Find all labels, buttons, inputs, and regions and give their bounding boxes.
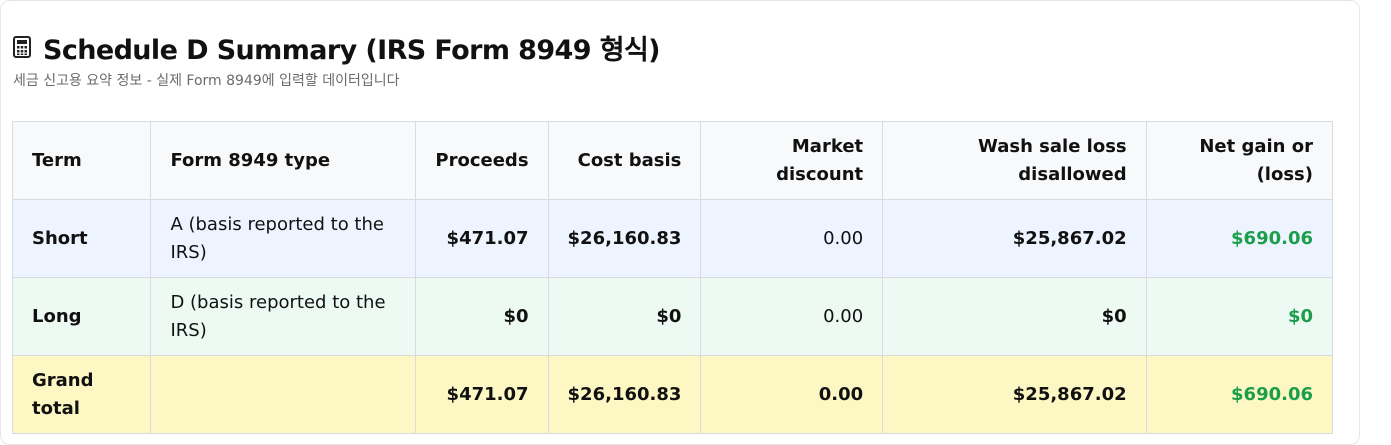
column-header-market-discount: Market discount	[700, 121, 884, 200]
column-header-form-type: Form 8949 type	[150, 121, 417, 200]
column-header-wash-sale: Wash sale loss disallowed	[882, 121, 1147, 200]
table-header-row: Term Form 8949 type Proceeds Cost basis …	[11, 121, 1334, 200]
cell-form-type: D (basis reported to the IRS)	[150, 277, 417, 356]
column-header-net-gain: Net gain or (loss)	[1145, 121, 1334, 200]
cell-form-type: A (basis reported to the IRS)	[150, 199, 417, 278]
calculator-icon	[13, 36, 31, 58]
table-row-long: Long D (basis reported to the IRS) $0 $0…	[11, 277, 1334, 356]
schedule-d-table: Term Form 8949 type Proceeds Cost basis …	[11, 121, 1334, 434]
cell-net-gain: $0	[1145, 277, 1334, 356]
cell-market-discount: 0.00	[700, 199, 884, 278]
column-header-cost-basis: Cost basis	[547, 121, 702, 200]
column-header-term: Term	[11, 121, 152, 200]
cell-net-gain: $690.06	[1145, 199, 1334, 278]
cell-term: Long	[11, 277, 152, 356]
cell-cost-basis: $0	[547, 277, 702, 356]
table-row-grand-total: Grand total $471.07 $26,160.83 0.00 $25,…	[11, 355, 1334, 434]
page-title: Schedule D Summary (IRS Form 8949 형식)	[43, 34, 661, 66]
cell-market-discount: 0.00	[700, 277, 884, 356]
column-header-proceeds: Proceeds	[415, 121, 549, 200]
cell-market-discount: 0.00	[700, 355, 884, 434]
cell-proceeds: $471.07	[415, 199, 549, 278]
schedule-d-summary-card: Schedule D Summary (IRS Form 8949 형식) 세금…	[0, 0, 1360, 445]
cell-cost-basis: $26,160.83	[547, 199, 702, 278]
cell-cost-basis: $26,160.83	[547, 355, 702, 434]
title-row: Schedule D Summary (IRS Form 8949 형식)	[13, 29, 661, 66]
cell-proceeds: $0	[415, 277, 549, 356]
cell-proceeds: $471.07	[415, 355, 549, 434]
cell-wash-sale: $25,867.02	[882, 199, 1147, 278]
cell-wash-sale: $0	[882, 277, 1147, 356]
table-row-short: Short A (basis reported to the IRS) $471…	[11, 199, 1334, 278]
cell-term: Short	[11, 199, 152, 278]
cell-wash-sale: $25,867.02	[882, 355, 1147, 434]
cell-term: Grand total	[11, 355, 152, 434]
cell-net-gain: $690.06	[1145, 355, 1334, 434]
page-subtitle: 세금 신고용 요약 정보 - 실제 Form 8949에 입력할 데이터입니다	[13, 73, 400, 89]
cell-form-type	[150, 355, 417, 434]
